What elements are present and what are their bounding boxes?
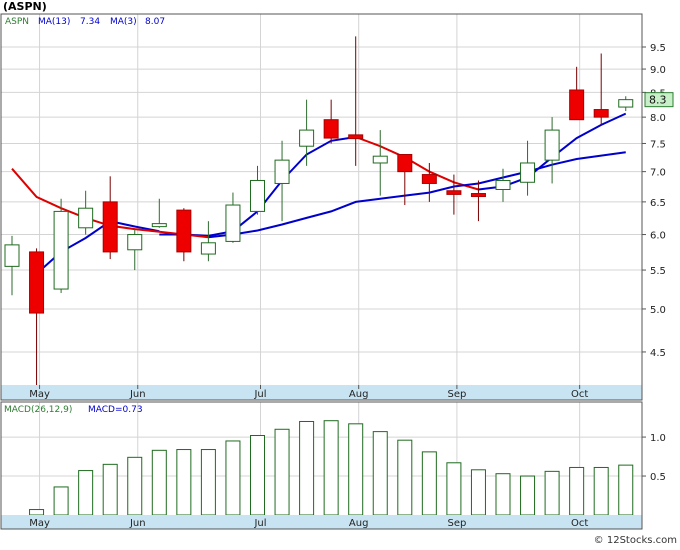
macd-bar xyxy=(250,435,265,516)
chart-title: (ASPN) xyxy=(3,0,47,13)
legend-ma3-value: 8.07 xyxy=(145,17,165,27)
macd-bar xyxy=(397,439,413,516)
macd-bar xyxy=(225,440,241,516)
candle-body xyxy=(225,204,241,242)
price-x-tick-label: Sep xyxy=(447,389,466,400)
ma3-line xyxy=(355,136,479,191)
candle-body xyxy=(4,244,20,267)
price-y-tick-label: 7.0 xyxy=(650,168,666,179)
price-y-tick-label: 7.5 xyxy=(650,139,666,150)
candle-body xyxy=(470,193,486,198)
candle-body xyxy=(372,155,388,164)
macd-bar xyxy=(569,466,585,516)
candle-body xyxy=(78,207,94,229)
macd-bar xyxy=(593,466,609,516)
macd-bar xyxy=(495,473,511,516)
price-y-tick-label: 5.5 xyxy=(650,266,666,277)
macd-x-axis-band xyxy=(1,515,642,529)
candle-body xyxy=(569,89,585,121)
candle-body xyxy=(495,179,511,191)
macd-bar xyxy=(200,449,216,516)
macd-legend-value: MACD=0.73 xyxy=(88,405,143,415)
watermark: © 12Stocks.com xyxy=(594,535,677,546)
macd-y-tick-label: 0.5 xyxy=(650,472,666,483)
macd-bar xyxy=(274,428,290,516)
macd-x-tick-label: Sep xyxy=(447,518,466,529)
last-price-label: 8.3 xyxy=(649,94,667,107)
candle-body xyxy=(593,109,609,118)
macd-bar xyxy=(520,475,536,516)
macd-bar xyxy=(151,449,167,516)
macd-legend-label: MACD(26,12,9) xyxy=(4,405,72,415)
candle-body xyxy=(618,99,634,108)
macd-bar xyxy=(544,470,560,516)
macd-bar xyxy=(29,509,45,516)
macd-x-tick-label: Jul xyxy=(253,518,266,529)
macd-x-tick-label: Jun xyxy=(129,518,146,529)
ma13-line xyxy=(208,151,626,239)
macd-bar xyxy=(127,456,143,516)
macd-bar xyxy=(78,470,94,516)
last-price-box xyxy=(644,92,674,108)
candle-body xyxy=(421,174,437,184)
macd-bar xyxy=(618,464,634,516)
macd-bar xyxy=(470,469,486,516)
candle-body xyxy=(200,242,216,255)
price-y-tick-label: 9.0 xyxy=(650,65,666,76)
price-x-tick-label: Aug xyxy=(349,389,369,400)
candle-body xyxy=(446,190,462,195)
macd-bar xyxy=(102,463,118,516)
macd-bar xyxy=(348,423,364,516)
candle-body xyxy=(250,179,265,212)
legend-ma13-value: 7.34 xyxy=(80,17,100,27)
candle-body xyxy=(29,251,45,314)
price-y-tick-label: 9.5 xyxy=(650,43,666,54)
candle-body xyxy=(323,119,339,139)
price-x-tick-label: Jul xyxy=(253,389,266,400)
candle-body xyxy=(151,223,167,228)
legend-ma13-label: MA(13) xyxy=(38,17,70,27)
macd-x-tick-label: Aug xyxy=(349,518,369,529)
candle-body xyxy=(520,162,536,183)
price-y-tick-label: 6.5 xyxy=(650,198,666,209)
candle-body xyxy=(176,209,192,253)
price-x-tick-label: Oct xyxy=(571,389,588,400)
macd-panel-frame xyxy=(0,401,643,530)
macd-bar xyxy=(53,486,69,516)
legend-ma3-label: MA(3) xyxy=(110,17,137,27)
price-y-tick-label: 4.5 xyxy=(650,348,666,359)
price-panel-bg xyxy=(1,14,642,385)
macd-x-tick-label: May xyxy=(29,518,50,529)
candle-body xyxy=(544,129,560,161)
macd-bar xyxy=(323,420,339,516)
macd-bar xyxy=(421,451,437,516)
candle-body xyxy=(299,129,315,147)
price-y-tick-label: 5.0 xyxy=(650,305,666,316)
macd-bar xyxy=(299,420,315,516)
price-x-axis-band xyxy=(1,385,642,400)
macd-bar xyxy=(372,431,388,516)
candle-body xyxy=(102,201,118,253)
price-y-tick-label: 6.0 xyxy=(650,231,666,242)
price-x-tick-label: Jun xyxy=(129,389,146,400)
price-y-tick-label: 8.0 xyxy=(650,113,666,124)
macd-y-tick-label: 1.0 xyxy=(650,433,666,444)
macd-bar xyxy=(176,449,192,516)
candle-body xyxy=(274,159,290,184)
macd-bar xyxy=(446,462,462,516)
price-x-tick-label: May xyxy=(29,389,50,400)
legend-ticker: ASPN xyxy=(5,17,29,27)
candle-body xyxy=(397,154,413,173)
candle-body xyxy=(127,234,143,251)
candle-body xyxy=(348,134,364,140)
candle-body xyxy=(53,210,69,290)
macd-x-tick-label: Oct xyxy=(571,518,588,529)
